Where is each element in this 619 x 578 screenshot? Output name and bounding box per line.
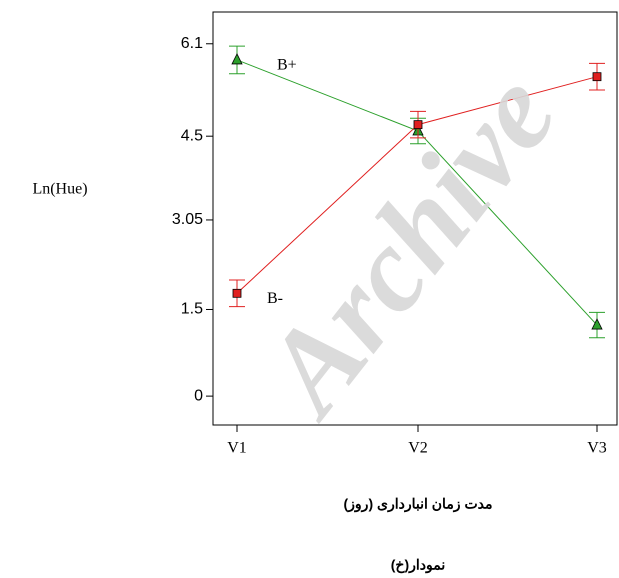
y-tick-label: 6.1 — [181, 35, 203, 52]
marker — [591, 318, 603, 330]
caption: نمودار(خ) — [391, 557, 445, 574]
x-tick-label: V3 — [587, 440, 607, 457]
x-axis-label: مدت زمان انبارداری (روز) — [344, 496, 493, 513]
marker — [413, 120, 423, 130]
series-label: B- — [267, 290, 283, 307]
marker — [232, 288, 242, 298]
y-tick-label: 3.05 — [172, 211, 203, 228]
series-label: B+ — [277, 57, 297, 74]
x-tick-label: V1 — [227, 440, 247, 457]
watermark: Archive — [234, 49, 581, 441]
plot-frame — [212, 11, 618, 426]
y-tick-label: 0 — [194, 387, 203, 404]
y-tick-label: 4.5 — [181, 127, 203, 144]
marker — [231, 53, 243, 65]
x-tick-label: V2 — [408, 440, 428, 457]
marker — [592, 72, 602, 82]
y-tick-label: 1.5 — [181, 301, 203, 318]
y-axis-label: Ln(Hue) — [32, 181, 87, 198]
